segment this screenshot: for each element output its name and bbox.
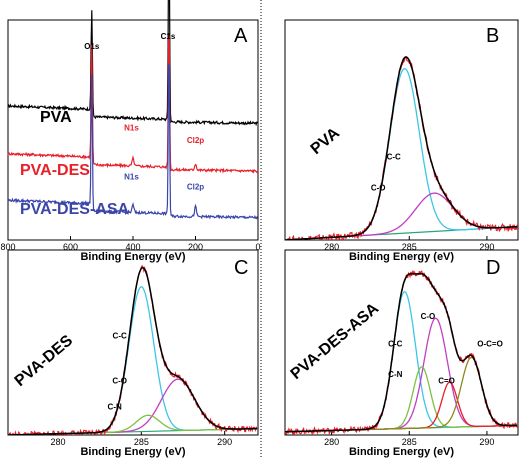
x-tick-label: 290 <box>217 437 232 447</box>
panel-letter: A <box>234 25 248 47</box>
panel-letter: D <box>486 257 500 279</box>
x-axis-title: Binding Energy (eV) <box>349 446 454 458</box>
x-axis-title: Binding Energy (eV) <box>349 251 454 263</box>
fit-envelope <box>285 56 518 240</box>
panel-c: 280 285 290 Binding Energy (eV) C C-C C-O C-N PV… <box>7 249 259 458</box>
x-axis-title: Binding Energy (eV) <box>80 446 185 458</box>
panel-a: 800 600 400 200 0 Binding Energy (eV) A PVA PVA-… <box>0 0 261 263</box>
component-label: C-O <box>371 183 386 192</box>
series-label: PVA-DES <box>20 162 90 179</box>
fit-envelope <box>8 266 258 435</box>
component-label: C-C <box>388 340 402 349</box>
x-tick-label: 285 <box>134 437 149 447</box>
x-tick-label: 280 <box>50 437 65 447</box>
component-label: C-O <box>421 312 436 321</box>
component-label: C-N <box>108 402 122 411</box>
plot-lines <box>8 264 258 435</box>
plot-frame <box>284 19 519 241</box>
panel-b: 280 285 290 Binding Energy (eV) B C-C C-O PVA <box>284 19 519 263</box>
series-label: PVA <box>40 109 72 126</box>
x-tick-label: 285 <box>402 242 417 252</box>
x-axis-title: Binding Energy (eV) <box>80 251 185 263</box>
sample-label: PVA-DES <box>12 332 77 390</box>
fit-envelope <box>285 272 518 433</box>
series-label: PVA-DES-ASA <box>20 201 129 218</box>
x-tick-label: 290 <box>479 242 494 252</box>
x-tick-label: 0 <box>255 242 260 252</box>
peak-annotation: O1s <box>84 42 100 51</box>
peak-annotation: N1s <box>124 173 139 182</box>
x-tick-label: 285 <box>402 437 417 447</box>
plot-frame <box>284 249 519 436</box>
x-tick-label: 280 <box>324 242 339 252</box>
peak-annotation: N1s <box>124 124 139 133</box>
series-pva <box>8 0 259 127</box>
x-tick-label: 800 <box>0 242 15 252</box>
plot-lines <box>285 56 518 240</box>
sample-label: PVA-DES-ASA <box>288 300 383 383</box>
peak-annotation: Cl2p <box>187 183 204 192</box>
x-tick-label: 400 <box>125 242 140 252</box>
component-label: O-C=O <box>477 340 503 349</box>
plot-frame <box>7 249 259 436</box>
component-label: C-N <box>388 370 402 379</box>
sample-label: PVA <box>308 124 344 158</box>
x-tick-label: 200 <box>188 242 203 252</box>
component-label: C-C <box>387 153 401 162</box>
component-label: C=O <box>438 377 455 386</box>
component-label: C-C <box>113 331 127 340</box>
series-pva-des-asa <box>7 64 259 220</box>
panel-letter: B <box>486 25 499 47</box>
plot-lines <box>285 270 518 435</box>
x-tick-label: 600 <box>63 242 78 252</box>
component-label: C-O <box>112 377 127 386</box>
series-pva-des <box>7 34 259 174</box>
component-o-c=o <box>285 356 518 433</box>
panel-letter: C <box>234 257 248 279</box>
x-tick-label: 290 <box>479 437 494 447</box>
peak-annotation: C1s <box>161 32 176 41</box>
panel-d: 280 285 290 Binding Energy (eV) D C-C C-O C-N C=… <box>284 249 519 458</box>
x-tick-label: 280 <box>324 437 339 447</box>
peak-annotation: Cl2p <box>187 136 204 145</box>
